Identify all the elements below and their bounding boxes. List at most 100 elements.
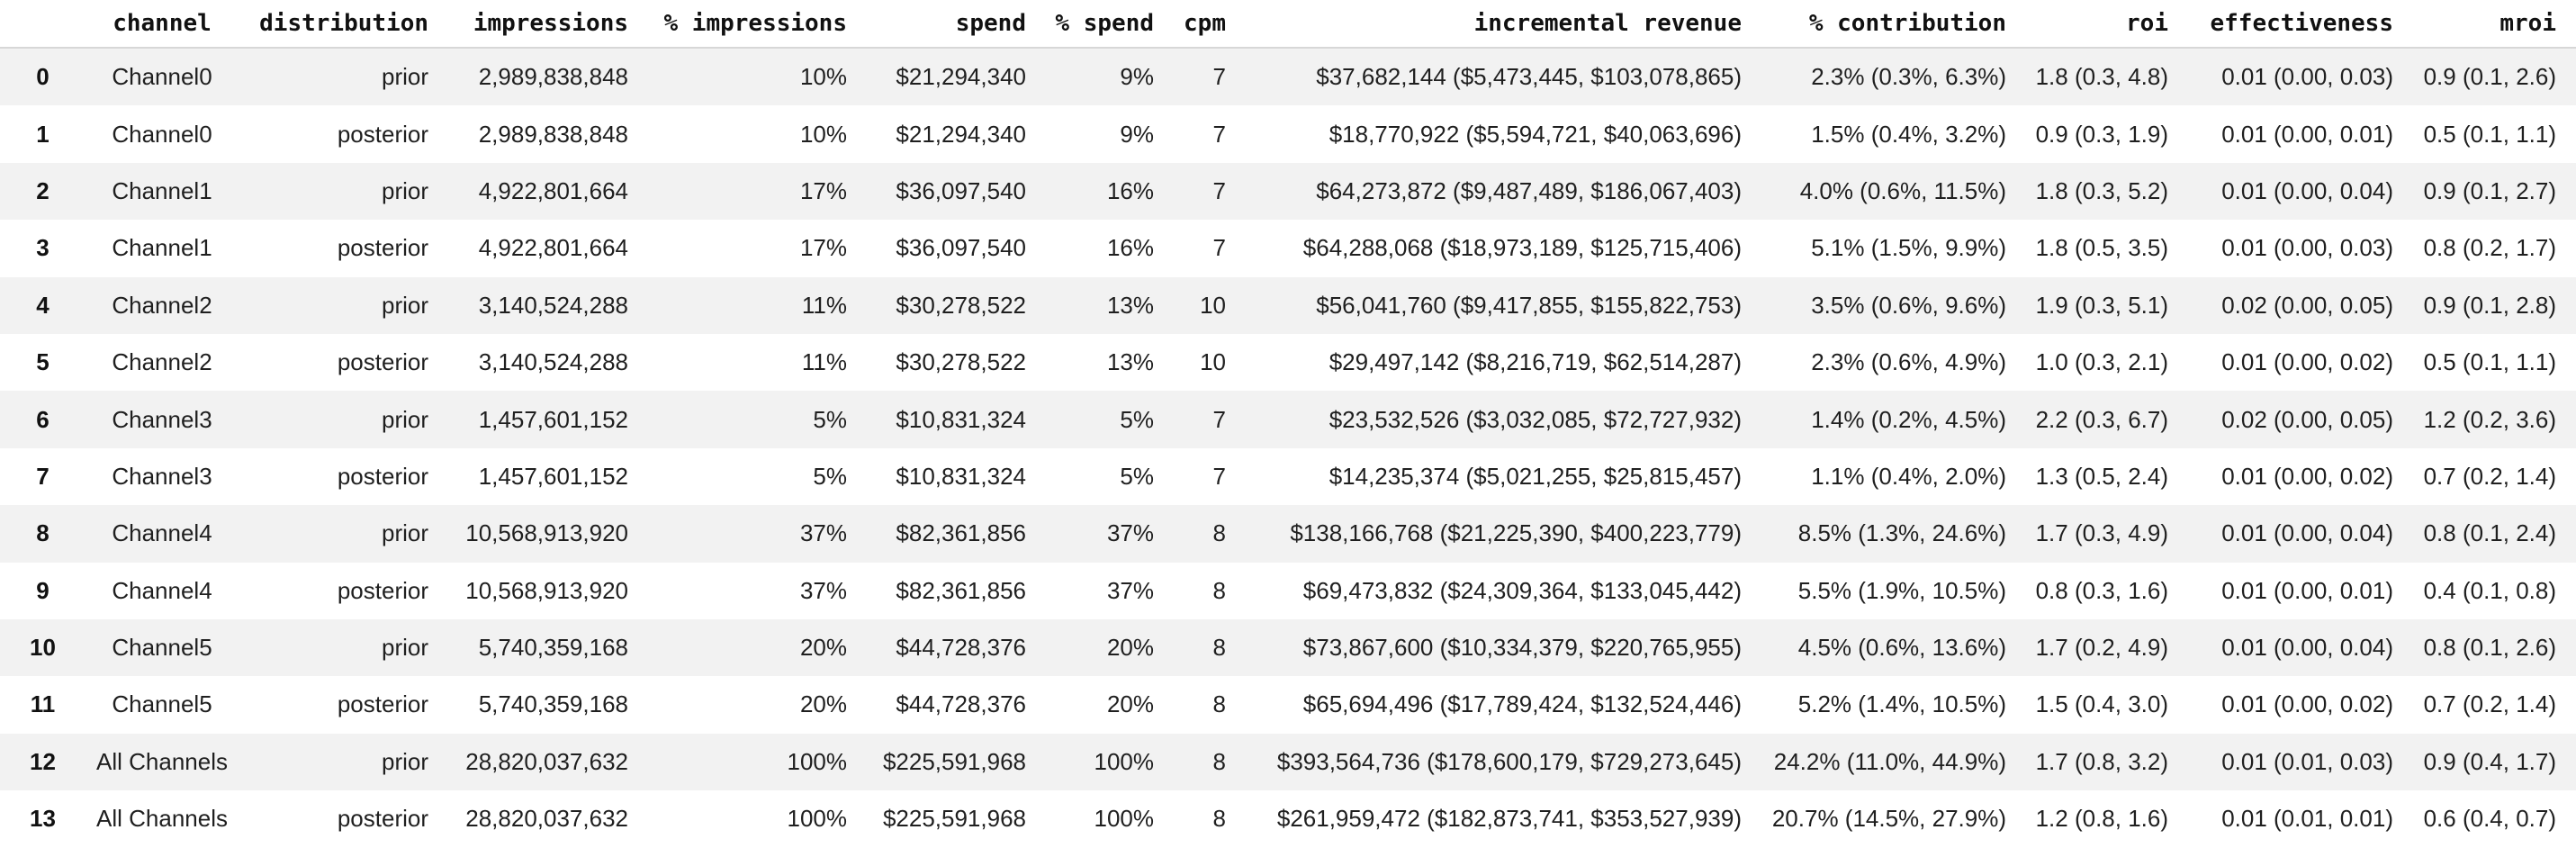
table-row: 13 All Channels posterior 28,820,037,632 100… — [0, 790, 2576, 848]
cell-impressions: 100% — [787, 805, 848, 833]
cell-spend: 20% — [1106, 690, 1154, 718]
table-row: 11 Channel5 posterior 5,740,359,168 20% $44,7… — [0, 676, 2576, 734]
table-row: 6 Channel3 prior 1,457,601,152 5% $10,831,324… — [0, 391, 2576, 448]
cell-mroi: 0.5 (0.1, 1.1) — [2423, 348, 2556, 376]
cell-roi: 0.8 (0.3, 1.6) — [2035, 576, 2168, 604]
row-index-cell: 12 — [30, 747, 56, 775]
cell-cpm: 7 — [1212, 234, 1226, 262]
cell-incremental-revenue: $56,041,760 ($9,417,855, $155,822,753) — [1316, 291, 1742, 319]
cell-distribution: posterior — [337, 805, 428, 833]
cell-incremental-revenue: $69,473,832 ($24,309,364, $133,045,442) — [1302, 576, 1742, 604]
row-index-cell: 10 — [30, 634, 56, 662]
header-row: channel distribution impressions% impressi… — [0, 0, 2576, 49]
cell-spend: $21,294,340 — [896, 63, 1026, 91]
cell-incremental-revenue: $29,497,142 ($8,216,719, $62,514,287) — [1329, 348, 1742, 376]
cell-contribution: 3.5% (0.6%, 9.6%) — [1811, 291, 2006, 319]
cell-spend: $44,728,376 — [896, 690, 1026, 718]
cell-effectiveness: 0.01 (0.01, 0.03) — [2221, 747, 2393, 775]
row-index-cell: 0 — [36, 63, 50, 91]
cell-impressions: 10% — [799, 120, 847, 148]
table-row: 12 All Channels prior 28,820,037,632 100% $22… — [0, 733, 2576, 791]
cell-distribution: posterior — [337, 462, 428, 490]
cell-cpm: 7 — [1212, 120, 1226, 148]
cell-incremental-revenue: $65,694,496 ($17,789,424, $132,524,446) — [1302, 690, 1742, 718]
cell-incremental-revenue: $14,235,374 ($5,021,255, $25,815,457) — [1329, 462, 1742, 490]
cell-incremental-revenue: $23,532,526 ($3,032,085, $72,727,932) — [1329, 405, 1742, 433]
cell-impressions: 37% — [799, 576, 847, 604]
cell-distribution: prior — [381, 291, 428, 319]
cell-incremental-revenue: $37,682,144 ($5,473,445, $103,078,865) — [1316, 63, 1742, 91]
cell-effectiveness: 0.02 (0.00, 0.05) — [2221, 291, 2393, 319]
cell-cpm: 10 — [1200, 348, 1226, 376]
cell-distribution: posterior — [337, 690, 428, 718]
row-index-cell: 11 — [30, 690, 56, 718]
cell-contribution: 1.1% (0.4%, 2.0%) — [1811, 462, 2006, 490]
cell-cpm: 7 — [1212, 462, 1226, 490]
cell-roi: 1.7 (0.3, 4.9) — [2035, 519, 2168, 547]
row-index-cell: 13 — [30, 805, 56, 833]
cell-channel: Channel2 — [112, 291, 212, 319]
cell-effectiveness: 0.02 (0.00, 0.05) — [2221, 405, 2393, 433]
cell-incremental-revenue: $64,288,068 ($18,973,189, $125,715,406) — [1302, 234, 1742, 262]
column-header-channel: channel — [86, 0, 239, 49]
cell-channel: Channel5 — [112, 690, 212, 718]
cell-mroi: 0.9 (0.1, 2.6) — [2423, 63, 2556, 91]
cell-incremental-revenue: $138,166,768 ($21,225,390, $400,223,779) — [1290, 519, 1742, 547]
cell-roi: 1.7 (0.2, 4.9) — [2035, 634, 2168, 662]
cell-incremental-revenue: $73,867,600 ($10,334,379, $220,765,955) — [1302, 634, 1742, 662]
cell-spend: 20% — [1106, 634, 1154, 662]
cell-impressions: 28,820,037,632 — [465, 747, 628, 775]
cell-distribution: posterior — [337, 348, 428, 376]
cell-effectiveness: 0.01 (0.01, 0.01) — [2221, 805, 2393, 833]
cell-cpm: 7 — [1212, 176, 1226, 204]
cell-impressions: 5,740,359,168 — [478, 690, 628, 718]
cell-mroi: 0.8 (0.1, 2.6) — [2423, 634, 2556, 662]
cell-channel: Channel4 — [112, 576, 212, 604]
cell-cpm: 8 — [1212, 690, 1226, 718]
cell-spend: $30,278,522 — [896, 348, 1026, 376]
cell-mroi: 0.5 (0.1, 1.1) — [2423, 120, 2556, 148]
table-row: 8 Channel4 prior 10,568,913,920 37% $82,361,8… — [0, 505, 2576, 563]
cell-impressions: 2,989,838,848 — [478, 120, 628, 148]
row-index-cell: 2 — [36, 176, 50, 204]
cell-channel: Channel1 — [112, 176, 212, 204]
cell-impressions: 3,140,524,288 — [478, 348, 628, 376]
cell-impressions: 20% — [799, 690, 847, 718]
column-header-spend: spend — [851, 0, 1030, 49]
cell-distribution: prior — [381, 176, 428, 204]
table-row: 9 Channel4 posterior 10,568,913,920 37% $82,3… — [0, 562, 2576, 619]
index-column-header — [0, 0, 86, 49]
column-header-roi: roi — [2010, 0, 2172, 49]
cell-spend: 100% — [1094, 805, 1155, 833]
table-body: 0 Channel0 prior 2,989,838,848 10% $21,294,34… — [0, 48, 2576, 848]
cell-impressions: 5,740,359,168 — [478, 634, 628, 662]
cell-effectiveness: 0.01 (0.00, 0.02) — [2221, 348, 2393, 376]
cell-contribution: 8.5% (1.3%, 24.6%) — [1797, 519, 2006, 547]
cell-incremental-revenue: $393,564,736 ($178,600,179, $729,273,645… — [1276, 747, 1742, 775]
cell-contribution: 4.0% (0.6%, 11.5%) — [1799, 176, 2006, 204]
cell-impressions: 100% — [787, 747, 848, 775]
cell-roi: 2.2 (0.3, 6.7) — [2035, 405, 2168, 433]
cell-roi: 1.8 (0.5, 3.5) — [2035, 234, 2168, 262]
cell-impressions: 17% — [799, 176, 847, 204]
cell-spend: 9% — [1120, 63, 1154, 91]
column-header-distribution: distribution — [239, 0, 432, 49]
cell-channel: Channel4 — [112, 519, 212, 547]
cell-effectiveness: 0.01 (0.00, 0.01) — [2221, 120, 2393, 148]
cell-roi: 1.5 (0.4, 3.0) — [2035, 690, 2168, 718]
cell-mroi: 0.6 (0.4, 0.7) — [2423, 805, 2556, 833]
cell-mroi: 0.7 (0.2, 1.4) — [2423, 462, 2556, 490]
cell-impressions: 20% — [799, 634, 847, 662]
cell-spend: 5% — [1120, 462, 1154, 490]
cell-impressions: 5% — [813, 462, 847, 490]
row-index-cell: 8 — [36, 519, 50, 547]
cell-impressions: 11% — [801, 291, 847, 319]
cell-spend: 16% — [1106, 176, 1154, 204]
cell-effectiveness: 0.01 (0.00, 0.04) — [2221, 634, 2393, 662]
cell-mroi: 0.4 (0.1, 0.8) — [2423, 576, 2556, 604]
cell-roi: 1.2 (0.8, 1.6) — [2035, 805, 2168, 833]
cell-channel: Channel2 — [112, 348, 212, 376]
cell-spend: 5% — [1120, 405, 1154, 433]
cell-impressions: 4,922,801,664 — [478, 176, 628, 204]
cell-distribution: prior — [381, 63, 428, 91]
